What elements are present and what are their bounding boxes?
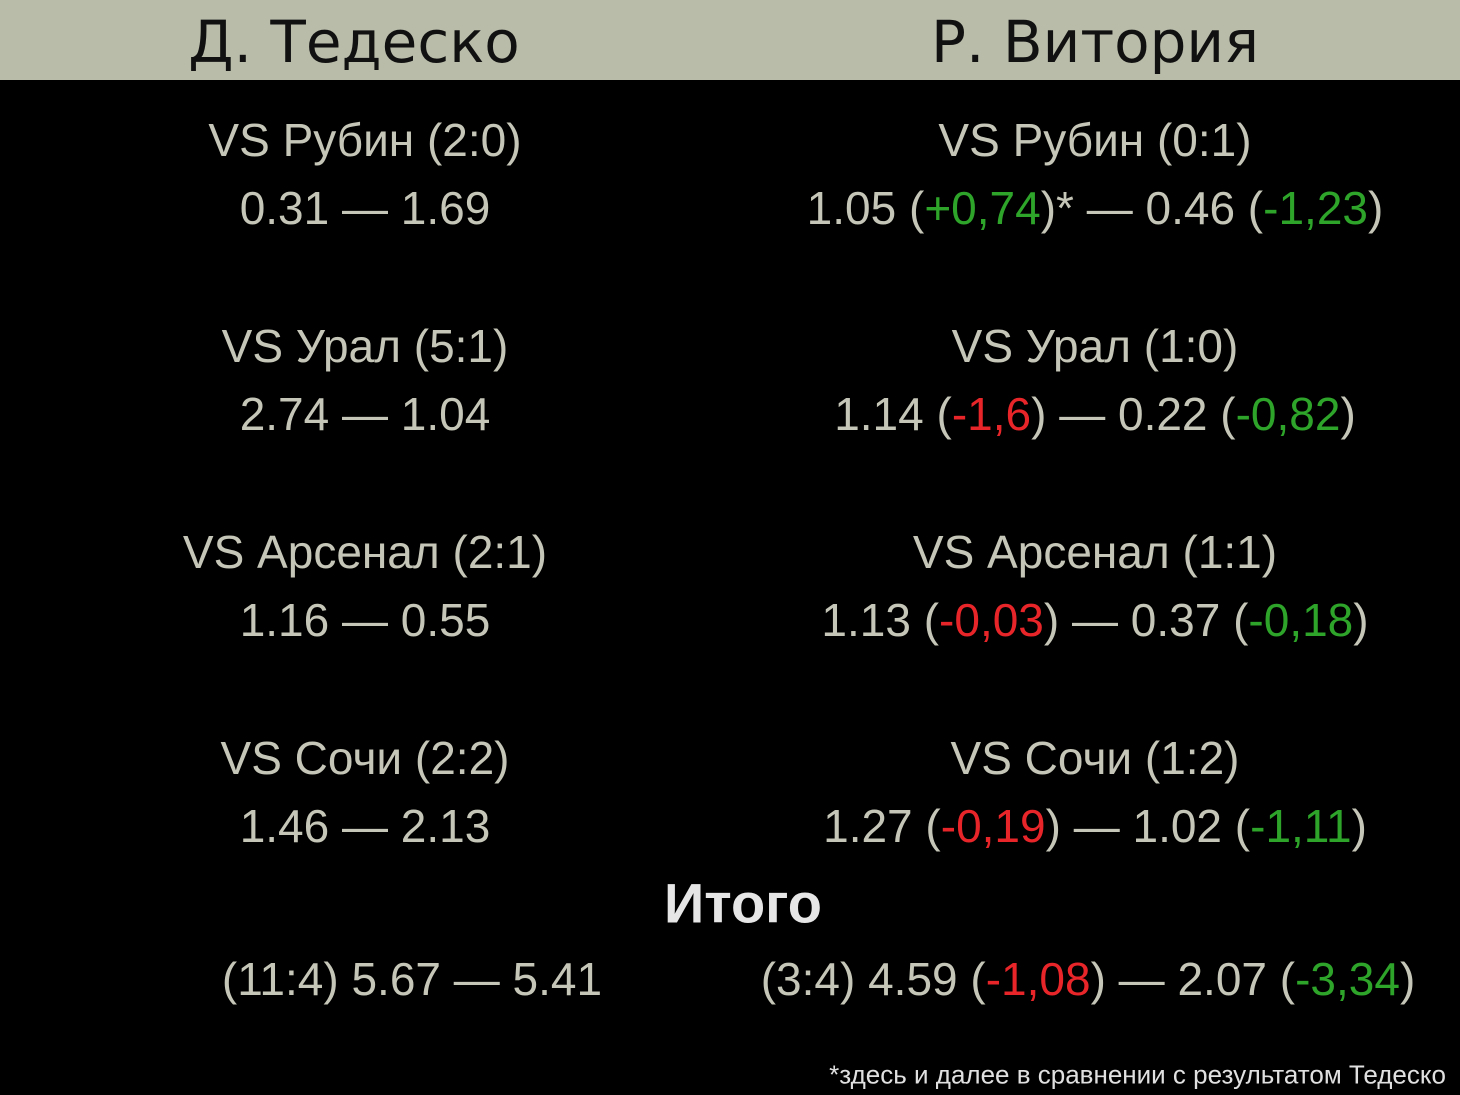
match-title: VS Арсенал (2:1)	[182, 526, 548, 578]
text-part: 1.16 — 0.55	[239, 594, 491, 646]
text-part: -0,03	[939, 594, 1044, 646]
match-title: VS Урал (1:0)	[951, 320, 1239, 372]
text-part: 1.27 (	[823, 800, 941, 852]
summary-title: Итого	[664, 871, 822, 935]
text-part: -0,82	[1235, 388, 1341, 440]
text-part: 1.46 — 2.13	[239, 800, 491, 852]
summary-left: (11:4) 5.67 — 5.41	[222, 952, 602, 1006]
text-part: -1,11	[1250, 800, 1352, 852]
text-part: -1,23	[1263, 182, 1368, 234]
text-part: -3,34	[1295, 953, 1400, 1005]
match-xg: 1.46 — 2.13	[240, 799, 491, 853]
match-xg: 1.13 (-0,03) — 0.37 (-0,18)	[821, 593, 1368, 647]
text-part: 1.13 (	[821, 594, 940, 646]
match-xg: 0.31 — 1.69	[240, 181, 491, 235]
text-part: 2.74 — 1.04	[239, 388, 491, 440]
match-xg: 1.27 (-0,19) — 1.02 (-1,11)	[823, 799, 1367, 853]
match-title: VS Урал (5:1)	[221, 320, 509, 372]
text-part: ) — 2.07 (	[1090, 953, 1296, 1005]
footnote: *здесь и далее в сравнении с результатом…	[829, 1059, 1446, 1090]
text-part: -0,18	[1248, 594, 1354, 646]
text-part: -1,08	[985, 953, 1091, 1005]
text-part: (3:4) 4.59 (	[760, 953, 986, 1005]
header-bar: Д. Тедеско Р. Витория	[0, 0, 1460, 80]
match-title: VS Арсенал (1:1)	[912, 526, 1278, 578]
text-part: 1.05 (	[806, 182, 925, 234]
text-part: )	[1353, 594, 1369, 646]
match-xg: 1.14 (-1,6) — 0.22 (-0,82)	[834, 387, 1356, 441]
text-part: ) — 0.22 (	[1031, 388, 1236, 440]
match-title: VS Рубин (2:0)	[208, 114, 522, 166]
text-part: +0,74	[924, 182, 1041, 234]
text-part: )	[1351, 800, 1367, 852]
left-coach: Д. Тедеско	[188, 8, 520, 76]
text-part: ) — 1.02 (	[1045, 800, 1251, 852]
match-title: VS Сочи (2:2)	[220, 732, 510, 784]
match-title: VS Рубин (0:1)	[938, 114, 1252, 166]
text-part: ) — 0.37 (	[1043, 594, 1249, 646]
text-part: -1,6	[951, 388, 1032, 440]
match-xg: 2.74 — 1.04	[240, 387, 491, 441]
match-xg: 1.05 (+0,74)* — 0.46 (-1,23)	[807, 181, 1384, 235]
text-part: )	[1340, 388, 1356, 440]
right-coach: Р. Витория	[930, 8, 1260, 76]
text-part: )* — 0.46 (	[1040, 182, 1264, 234]
match-xg: 1.16 — 0.55	[240, 593, 491, 647]
text-part: (11:4) 5.67 — 5.41	[221, 953, 603, 1005]
summary-right: (3:4) 4.59 (-1,08) — 2.07 (-3,34)	[761, 952, 1416, 1006]
match-title: VS Сочи (1:2)	[950, 732, 1240, 784]
text-part: )	[1368, 182, 1384, 234]
text-part: )	[1399, 953, 1416, 1005]
text-part: 1.14 (	[834, 388, 952, 440]
text-part: -0,19	[940, 800, 1046, 852]
text-part: 0.31 — 1.69	[239, 182, 491, 234]
